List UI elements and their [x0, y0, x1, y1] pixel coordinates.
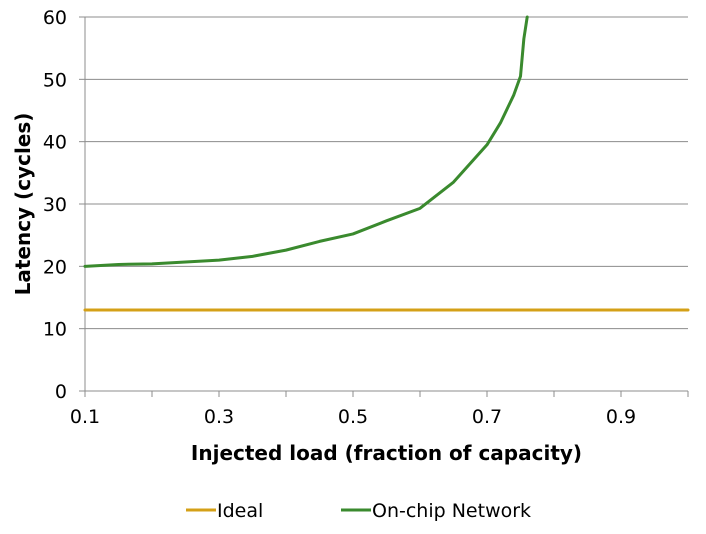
y-tick-label: 0	[55, 381, 67, 403]
x-tick-label: 0.9	[606, 406, 636, 428]
x-tick-label: 0.7	[472, 406, 502, 428]
x-tick-label: 0.5	[338, 406, 368, 428]
series-line-on-chip-network	[83, 15, 529, 268]
y-tick-label: 60	[43, 7, 67, 29]
legend: Ideal On-chip Network	[186, 500, 531, 522]
x-axis-title: Injected load (fraction of capacity)	[191, 441, 582, 465]
x-tick-label: 0.3	[204, 406, 234, 428]
gridlines	[85, 16, 688, 330]
x-tick-labels: 0.1 0.3 0.5 0.7 0.9	[70, 391, 689, 428]
series-lines	[83, 15, 690, 312]
legend-label: Ideal	[217, 500, 263, 522]
y-tick-label: 50	[43, 69, 67, 91]
y-tick-label: 10	[43, 319, 67, 341]
y-tick-label: 30	[43, 194, 67, 216]
y-tick-label: 20	[43, 256, 67, 278]
y-axis-title: Latency (cycles)	[11, 113, 35, 296]
x-tick-label: 0.1	[70, 406, 100, 428]
y-tick-label: 40	[43, 132, 67, 154]
legend-label: On-chip Network	[372, 500, 531, 522]
y-tick-labels: 0 10 20 30 40 50 60	[43, 7, 85, 403]
